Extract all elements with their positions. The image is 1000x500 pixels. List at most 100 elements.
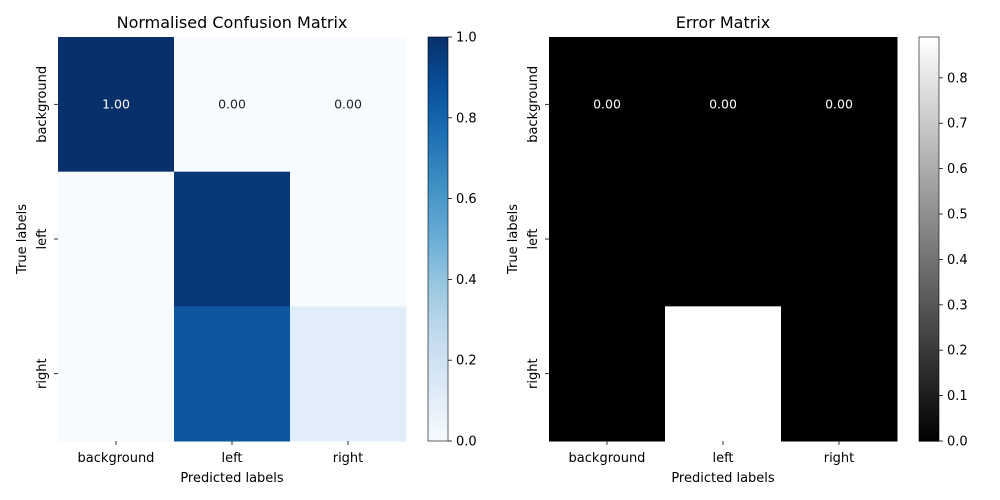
colorbar-segment: [919, 364, 939, 369]
colorbar-segment: [428, 283, 448, 289]
colorbar-segment: [428, 77, 448, 83]
colorbar-segment: [919, 412, 939, 418]
colorbar-segment: [428, 348, 448, 353]
colorbar-segment: [919, 327, 939, 333]
colorbar-segment: [919, 251, 939, 256]
colorbar-segment: [428, 37, 448, 42]
colorbar-segment: [428, 360, 448, 365]
colorbar-segment: [919, 263, 939, 268]
colorbar-segment: [919, 352, 939, 357]
colorbar-segment: [919, 218, 939, 224]
colorbar-segment: [919, 400, 939, 406]
colorbar-tick-label: 0.3: [947, 298, 968, 313]
colorbar: 0.0 0.2 0.4 0.6 0.8 1.0: [427, 31, 477, 450]
x-tick-label: background: [78, 451, 155, 466]
heatmap-cell: [781, 306, 898, 442]
colorbar-segment: [428, 53, 448, 58]
colorbar-tick-label: 0.6: [456, 192, 477, 207]
colorbar-segment: [428, 174, 448, 179]
colorbar-segment: [428, 190, 448, 196]
colorbar-segment: [919, 408, 939, 414]
colorbar-segment: [919, 81, 939, 87]
cell-value-label: 1.00: [102, 96, 130, 111]
colorbar-tick-label: 0.1: [947, 389, 968, 404]
heatmap-cell: [174, 306, 291, 442]
heatmap-cell: [290, 306, 407, 442]
colorbar-segment: [919, 307, 939, 313]
colorbar-segment: [919, 190, 939, 196]
colorbar-segment: [428, 239, 448, 244]
cell-value-label: 0.00: [218, 96, 246, 111]
heatmap-panel-2: 0.00 0.00 0.00 background left right backgroun…: [506, 13, 968, 486]
colorbar-segment: [919, 150, 939, 155]
cell-value-label: 0.00: [334, 96, 362, 111]
colorbar-segment: [428, 222, 448, 228]
colorbar-segment: [428, 420, 448, 426]
colorbar-segment: [428, 65, 448, 70]
colorbar-segment: [919, 432, 939, 438]
colorbar-segment: [919, 275, 939, 280]
colorbar-segment: [919, 234, 939, 240]
colorbar-segment: [919, 247, 939, 252]
colorbar-segment: [919, 388, 939, 394]
heatmap-cell: [290, 171, 407, 307]
colorbar-segment: [428, 41, 448, 46]
colorbar-segment: [428, 311, 448, 317]
colorbar-segment: [919, 420, 939, 426]
colorbar-segment: [919, 73, 939, 78]
y-tick-label: right: [35, 358, 50, 389]
colorbar-segment: [428, 364, 448, 369]
colorbar-segment: [428, 125, 448, 131]
colorbar-segment: [919, 239, 939, 244]
colorbar-segment: [919, 226, 939, 232]
colorbar-segment: [919, 376, 939, 381]
heatmap-cell: [549, 37, 666, 173]
colorbar-segment: [428, 352, 448, 357]
colorbar-segment: [428, 61, 448, 66]
colorbar-segment: [919, 315, 939, 321]
colorbar-segment: [428, 404, 448, 410]
colorbar-segment: [919, 404, 939, 410]
heatmap-cell: [290, 37, 407, 173]
colorbar-segment: [428, 206, 448, 212]
colorbar-segment: [428, 230, 448, 236]
y-tick-label: left: [35, 228, 50, 249]
colorbar-segment: [919, 138, 939, 143]
colorbar-segment: [919, 57, 939, 62]
colorbar-segment: [919, 283, 939, 289]
colorbar-segment: [428, 400, 448, 406]
colorbar-tick-label: 0.5: [947, 208, 968, 223]
colorbar: 0.0 0.1 0.2 0.3 0.4 0.5 0.6 0.7 0.8: [918, 36, 968, 450]
colorbar-segment: [919, 436, 939, 442]
colorbar-segment: [428, 218, 448, 224]
colorbar-segment: [428, 251, 448, 256]
colorbar-segment: [428, 291, 448, 297]
colorbar-segment: [428, 81, 448, 87]
x-tick-label: background: [569, 451, 646, 466]
colorbar-segment: [919, 85, 939, 91]
colorbar-segment: [919, 125, 939, 131]
colorbar-segment: [428, 154, 448, 159]
colorbar-segment: [428, 117, 448, 123]
colorbar-segment: [919, 158, 939, 163]
colorbar-segment: [919, 154, 939, 159]
colorbar-segment: [428, 255, 448, 260]
colorbar-segment: [919, 129, 939, 135]
heatmap-cell: [58, 171, 175, 307]
colorbar-segment: [428, 150, 448, 155]
colorbar-segment: [428, 388, 448, 394]
colorbar-segment: [428, 166, 448, 171]
colorbar-segment: [428, 202, 448, 208]
colorbar-segment: [428, 331, 448, 337]
colorbar-tick-label: 0.4: [456, 273, 477, 288]
heatmap-cell: [781, 171, 898, 307]
colorbar-segment: [428, 428, 448, 434]
colorbar-segment: [428, 57, 448, 62]
colorbar-segment: [428, 340, 448, 345]
heatmap-cell: [665, 171, 782, 307]
colorbar-segment: [919, 202, 939, 208]
colorbar-segment: [919, 101, 939, 107]
colorbar-segment: [919, 291, 939, 297]
x-axis-label: Predicted labels: [180, 471, 284, 486]
colorbar-segment: [919, 162, 939, 167]
